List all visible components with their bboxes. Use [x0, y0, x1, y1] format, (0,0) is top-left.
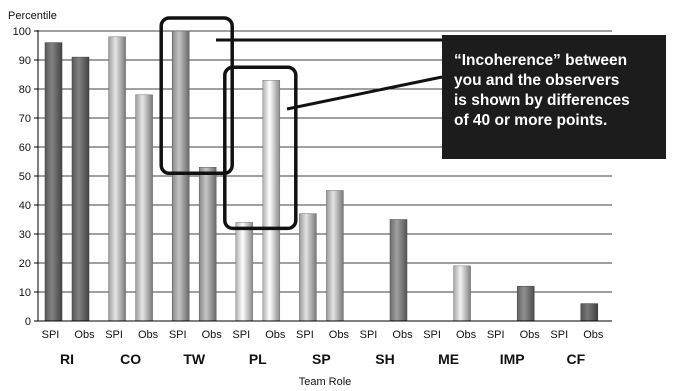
bar-label-co-spi: SPI — [105, 329, 123, 341]
x-axis-title: Team Role — [299, 376, 352, 388]
y-tick-label-80: 80 — [19, 84, 31, 96]
bar-label-me-spi: SPI — [423, 329, 441, 341]
axes — [37, 30, 612, 322]
bars — [44, 30, 599, 322]
bar-label-cf-obs: Obs — [583, 329, 604, 341]
y-tick-label-60: 60 — [19, 142, 31, 154]
bar-co-spi — [108, 36, 126, 322]
bar-ri-spi — [44, 42, 63, 322]
y-tick-label-30: 30 — [19, 229, 31, 241]
y-tick-label-90: 90 — [19, 55, 31, 67]
y-tick-label-70: 70 — [19, 113, 31, 125]
y-tick-label-0: 0 — [25, 316, 31, 328]
highlight-box-pl — [223, 65, 298, 231]
category-label-tw: TW — [183, 351, 206, 367]
y-axis-title: Percentile — [8, 10, 57, 22]
y-tick-label-10: 10 — [19, 287, 31, 299]
bar-label-pl-obs: Obs — [265, 329, 286, 341]
bar-tw-obs — [198, 167, 217, 322]
bar-label-me-obs: Obs — [456, 329, 477, 341]
bar-imp-obs — [516, 285, 535, 322]
bar-pl-obs — [262, 80, 281, 322]
bar-label-ri-spi: SPI — [42, 329, 60, 341]
bar-label-co-obs: Obs — [138, 329, 159, 341]
bar-ri-obs — [71, 56, 90, 322]
callout-line-1: “Incoherence” between — [454, 52, 628, 69]
bar-sh-obs — [389, 219, 408, 322]
callout-line-3: is shown by differences — [454, 92, 630, 109]
bar-sp-spi — [299, 213, 317, 322]
category-label-me: ME — [438, 351, 459, 367]
callout-pointer-pl — [286, 75, 443, 111]
category-label-imp: IMP — [500, 351, 525, 367]
bar-co-obs — [135, 94, 153, 322]
y-tick-label-100: 100 — [13, 26, 31, 38]
y-tick-label-40: 40 — [19, 200, 31, 212]
bar-label-sp-spi: SPI — [296, 329, 314, 341]
bar-label-sh-spi: SPI — [360, 329, 378, 341]
category-label-cf: CF — [566, 351, 585, 367]
highlight-box-tw — [159, 16, 234, 176]
category-label-sh: SH — [375, 351, 394, 367]
bar-sp-obs — [326, 190, 344, 322]
bar-label-tw-obs: Obs — [202, 329, 223, 341]
bar-label-sp-obs: Obs — [329, 329, 350, 341]
category-label-co: CO — [120, 351, 141, 367]
category-label-sp: SP — [312, 351, 331, 367]
y-tick-label-20: 20 — [19, 258, 31, 270]
bar-label-imp-spi: SPI — [487, 329, 505, 341]
incoherence-callout: “Incoherence” between you and the observ… — [442, 35, 666, 159]
bar-label-tw-spi: SPI — [169, 329, 187, 341]
bar-label-ri-obs: Obs — [74, 329, 95, 341]
callout-line-4: of 40 or more points. — [454, 112, 608, 129]
annotations — [159, 16, 443, 231]
category-label-ri: RI — [60, 351, 74, 367]
bar-label-sh-obs: Obs — [392, 329, 413, 341]
bar-label-pl-spi: SPI — [232, 329, 250, 341]
bar-label-cf-spi: SPI — [550, 329, 568, 341]
bar-label-imp-obs: Obs — [520, 329, 541, 341]
callout-line-2: you and the observers — [454, 72, 620, 89]
y-tick-labels: 0 10 20 30 40 50 60 70 80 90 100 — [13, 26, 31, 328]
bar-pl-spi — [235, 222, 254, 322]
bar-me-obs — [453, 265, 471, 322]
bar-cf-obs — [580, 303, 599, 322]
category-label-pl: PL — [249, 351, 267, 367]
y-tick-label-50: 50 — [19, 171, 31, 183]
bar-tw-spi — [171, 30, 190, 322]
